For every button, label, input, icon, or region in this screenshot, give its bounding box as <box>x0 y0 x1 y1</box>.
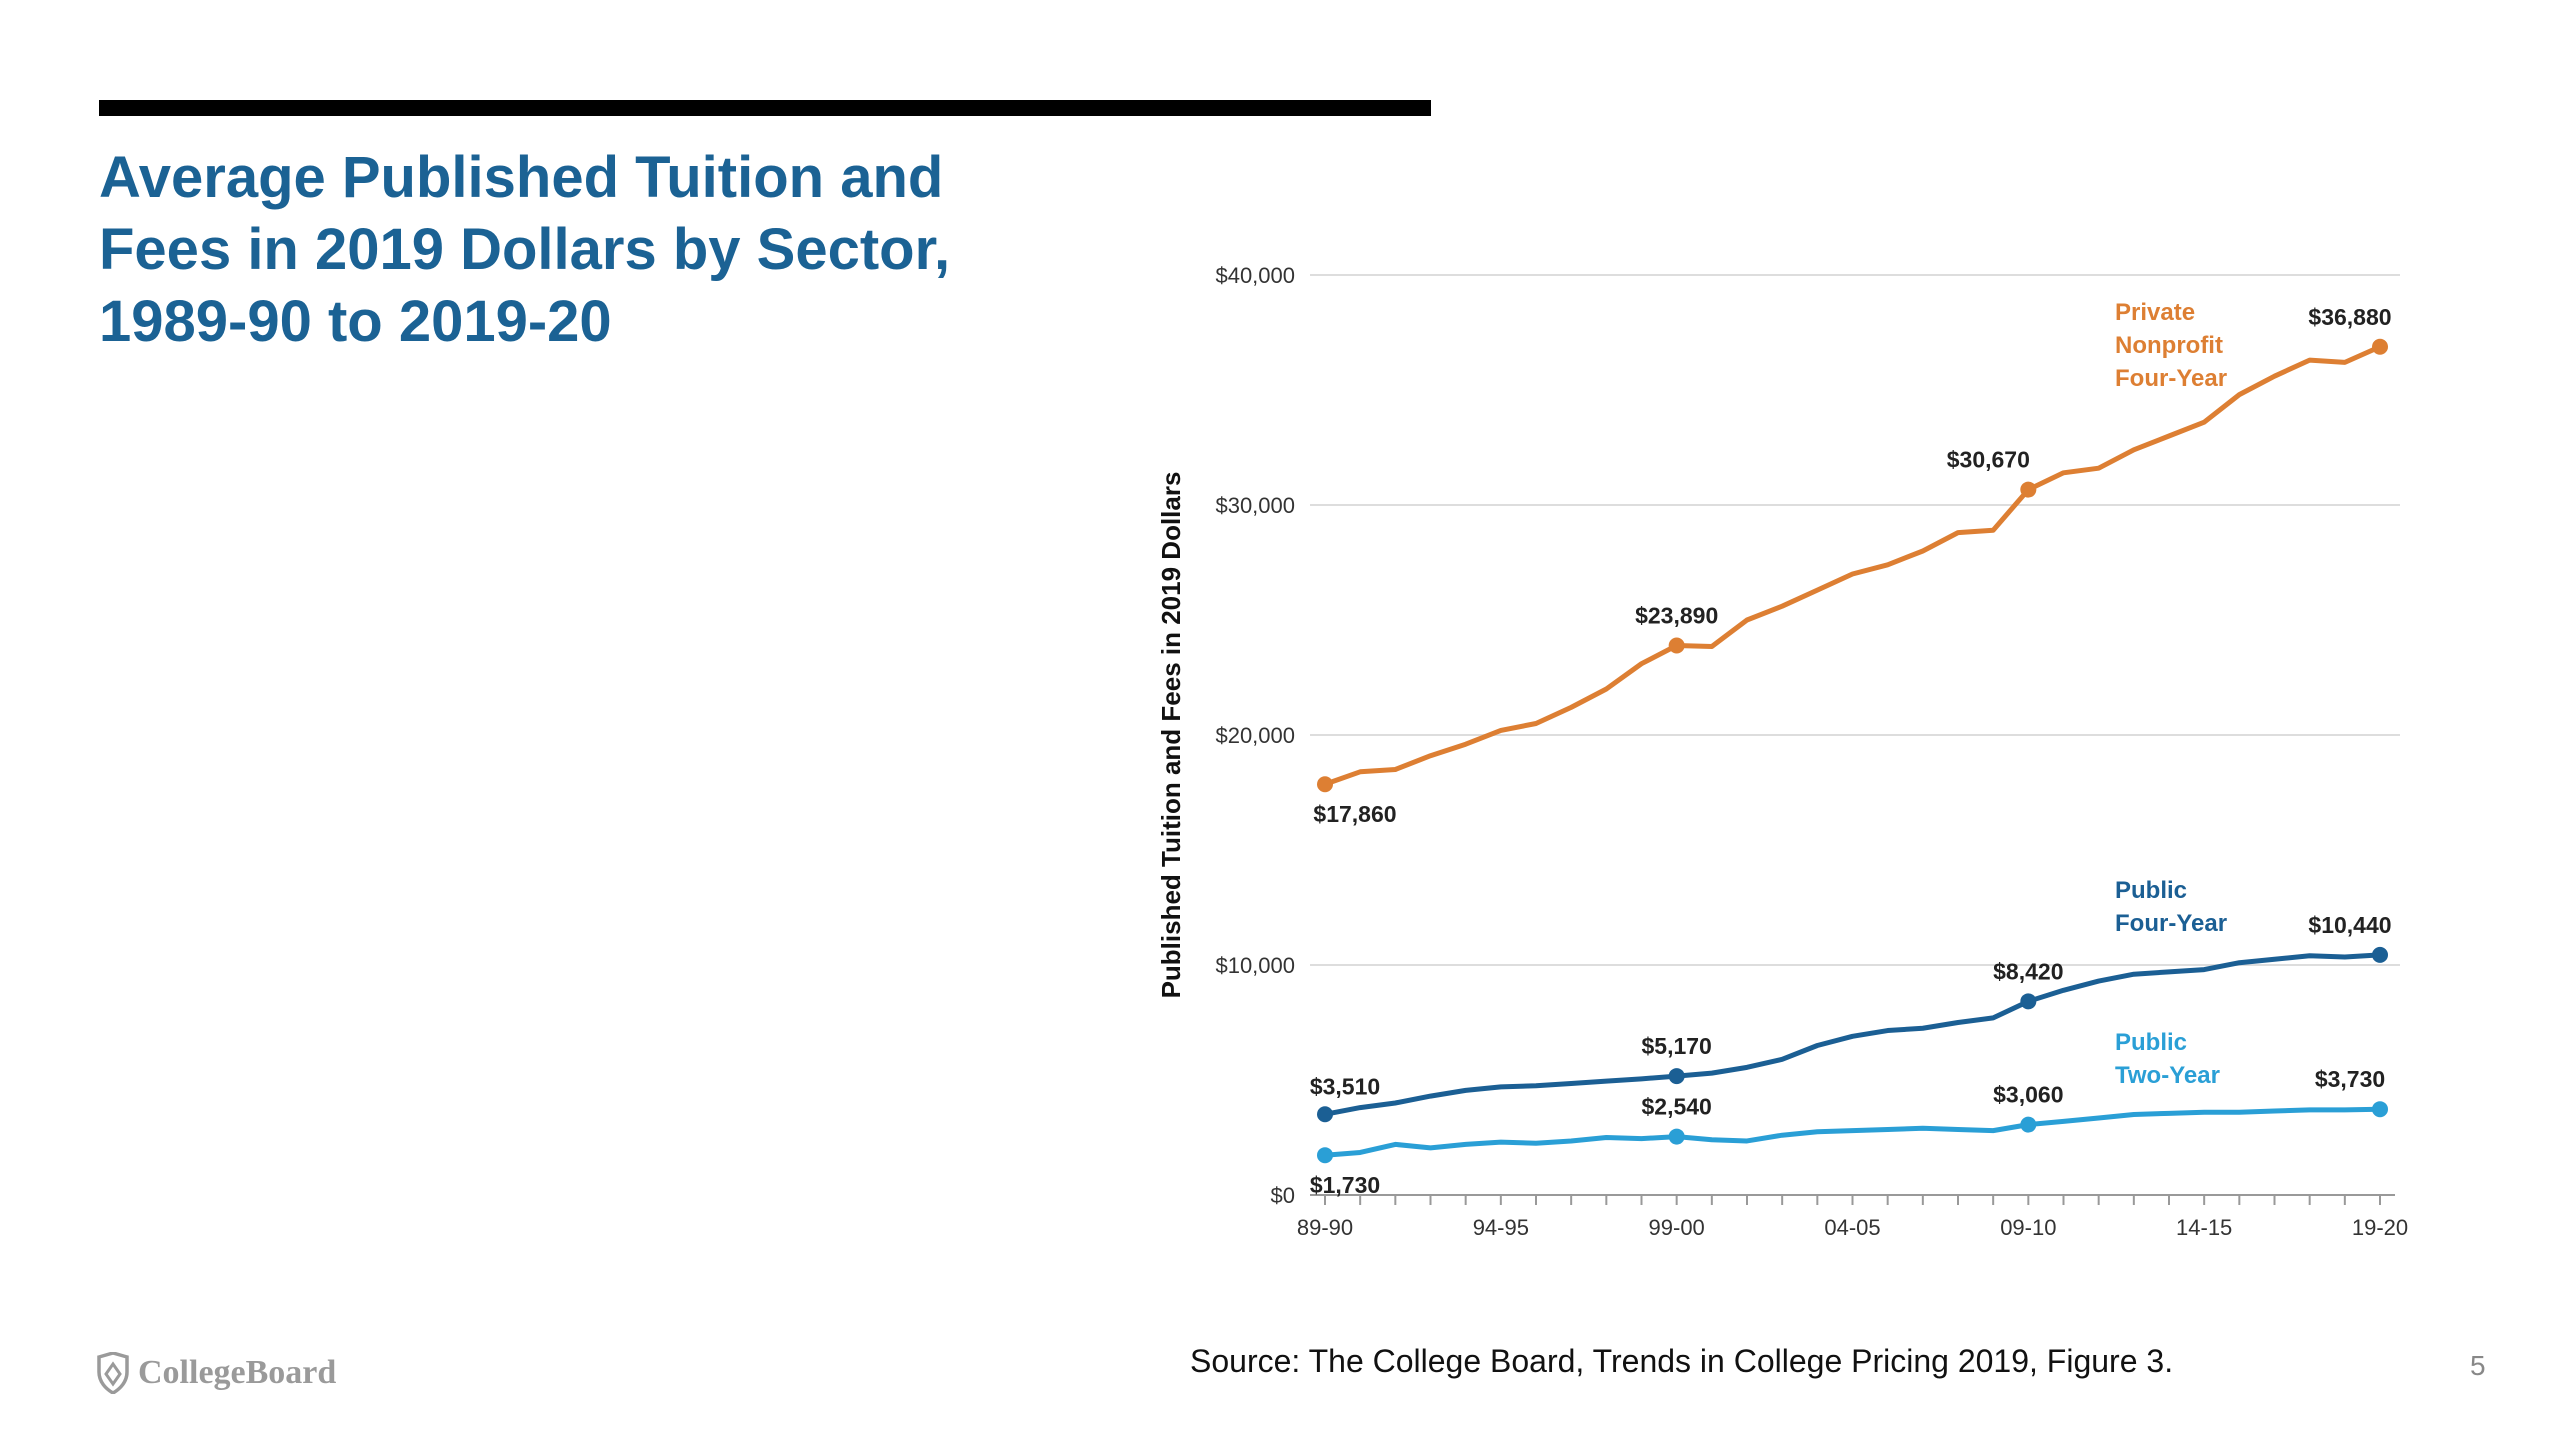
x-tick-label: 99-00 <box>1649 1215 1705 1240</box>
data-label: $10,440 <box>2308 912 2391 938</box>
data-label: $23,890 <box>1635 603 1718 629</box>
y-tick-label: $0 <box>1271 1183 1295 1208</box>
data-point <box>1668 637 1685 654</box>
data-point <box>2020 481 2037 498</box>
data-point <box>2020 993 2037 1010</box>
x-tick-label: 14-15 <box>2176 1215 2232 1240</box>
college-board-logo: CollegeBoard <box>96 1348 336 1398</box>
data-label: $5,170 <box>1641 1033 1711 1059</box>
series-label: Nonprofit <box>2115 332 2223 359</box>
data-point <box>1317 1147 1333 1164</box>
title-line-3: 1989-90 to 2019-20 <box>99 289 612 354</box>
data-point <box>1317 776 1333 793</box>
data-point <box>2372 1101 2388 1118</box>
x-tick-label: 04-05 <box>1824 1215 1880 1240</box>
data-point <box>2020 1116 2037 1133</box>
y-tick-label: $40,000 <box>1215 263 1295 288</box>
logo-wordmark: CollegeBoard <box>138 1354 337 1391</box>
title-rule <box>99 100 1431 116</box>
data-point <box>1668 1128 1685 1145</box>
data-point <box>1317 1106 1333 1123</box>
shield-icon <box>97 1352 129 1394</box>
x-tick-label: 09-10 <box>2000 1215 2056 1240</box>
y-tick-label: $20,000 <box>1215 723 1295 748</box>
x-tick-label: 89-90 <box>1297 1215 1353 1240</box>
series-label: Public <box>2115 1029 2187 1056</box>
series-line <box>1322 344 2383 787</box>
data-label: $3,730 <box>2315 1066 2385 1092</box>
x-tick-label: 19-20 <box>2352 1215 2408 1240</box>
page-title: Average Published Tuition and Fees in 20… <box>99 142 1039 358</box>
data-point <box>2372 946 2388 963</box>
data-label: $3,510 <box>1310 1073 1380 1099</box>
data-label: $3,060 <box>1993 1082 2063 1108</box>
y-axis-title: Published Tuition and Fees in 2019 Dolla… <box>1156 472 1186 999</box>
data-label: $36,880 <box>2308 304 2391 330</box>
page-number: 5 <box>2470 1350 2486 1381</box>
series-label: Two-Year <box>2115 1062 2220 1089</box>
series-line <box>1322 952 2383 1117</box>
data-label: $2,540 <box>1641 1094 1711 1120</box>
x-tick-label: 94-95 <box>1473 1215 1529 1240</box>
series-label: Four-Year <box>2115 365 2227 392</box>
y-tick-label: $30,000 <box>1215 493 1295 518</box>
data-label: $1,730 <box>1310 1172 1380 1198</box>
series-line <box>1322 1106 2383 1158</box>
series-label: Private <box>2115 299 2195 326</box>
data-point <box>2372 338 2388 355</box>
data-point <box>1668 1068 1685 1085</box>
data-label: $8,420 <box>1993 958 2063 984</box>
series-label: Public <box>2115 877 2187 904</box>
source-note: Source: The College Board, Trends in Col… <box>1190 1343 2174 1379</box>
series-label: Four-Year <box>2115 910 2227 937</box>
tuition-line-chart: $0 $10,000 $20,000 $30,000 $40,000 89-90 94-95… <box>1156 263 2408 1240</box>
title-line-1: Average Published Tuition and <box>99 145 944 210</box>
y-tick-label: $10,000 <box>1215 953 1295 978</box>
data-label: $17,860 <box>1313 801 1396 827</box>
title-line-2: Fees in 2019 Dollars by Sector, <box>99 217 951 282</box>
data-label: $30,670 <box>1947 447 2030 473</box>
